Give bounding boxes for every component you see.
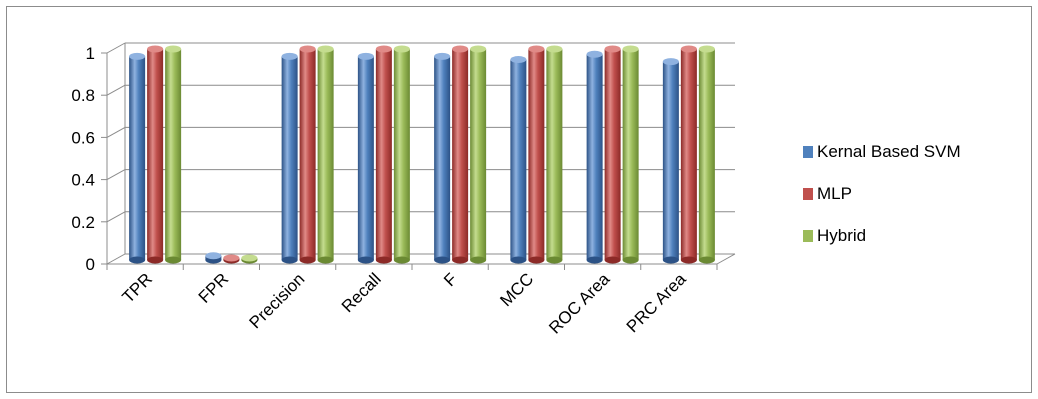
bar-top bbox=[223, 254, 240, 262]
bar bbox=[434, 56, 451, 261]
bar bbox=[393, 49, 410, 260]
bar-top bbox=[147, 45, 164, 53]
bar-top bbox=[165, 45, 182, 53]
bar-base bbox=[375, 256, 392, 264]
bar-top bbox=[357, 52, 374, 60]
bar bbox=[165, 49, 182, 260]
legend-label: MLP bbox=[817, 184, 852, 203]
x-category-label: TPR bbox=[118, 269, 155, 306]
bar-base bbox=[680, 256, 697, 264]
x-category-label: PRC Area bbox=[623, 269, 690, 336]
bar-base bbox=[393, 256, 410, 264]
x-category-label: ROC Area bbox=[545, 269, 614, 338]
floor-edge bbox=[716, 253, 736, 265]
bar-base bbox=[698, 256, 715, 264]
bar-top bbox=[393, 45, 410, 53]
gridline-depth bbox=[106, 169, 126, 181]
bar bbox=[375, 49, 392, 260]
bar-top bbox=[205, 252, 222, 260]
bar-top bbox=[510, 56, 527, 64]
bar bbox=[317, 49, 334, 260]
bar-top bbox=[604, 45, 621, 53]
bar bbox=[147, 49, 164, 260]
y-tick-label: 1 bbox=[86, 44, 95, 63]
bar-top bbox=[662, 58, 679, 66]
bar-top bbox=[281, 52, 298, 60]
bar-base bbox=[586, 256, 603, 264]
gridline-depth bbox=[106, 42, 126, 54]
bar bbox=[510, 59, 527, 260]
bar-base bbox=[528, 256, 545, 264]
legend-swatch bbox=[803, 146, 813, 158]
gridline-depth bbox=[106, 253, 126, 265]
gridline-depth bbox=[106, 211, 126, 223]
bar-base bbox=[357, 256, 374, 264]
bar-top bbox=[680, 45, 697, 53]
bar-top bbox=[698, 45, 715, 53]
legend-label: Kernal Based SVM bbox=[817, 142, 961, 161]
bar bbox=[546, 49, 563, 260]
bar-base bbox=[317, 256, 334, 264]
bar-base bbox=[546, 256, 563, 264]
x-category-label: Recall bbox=[338, 269, 385, 316]
bar-base bbox=[604, 256, 621, 264]
bar-base bbox=[299, 256, 316, 264]
bar-top bbox=[622, 45, 639, 53]
bar-base bbox=[281, 256, 298, 264]
chart-frame: 0 0.2 0.4 0.6 0.8 1 TPR FPR Precision Recall F MCC R… bbox=[6, 6, 1032, 393]
bar-base bbox=[147, 256, 164, 264]
y-tick-label: 0.6 bbox=[71, 128, 95, 147]
bar-base bbox=[510, 256, 527, 264]
bar-base bbox=[129, 256, 146, 264]
bar-base bbox=[165, 256, 182, 264]
bar-base bbox=[662, 256, 679, 264]
bar bbox=[281, 56, 298, 261]
y-tick-label: 0.8 bbox=[71, 86, 95, 105]
x-category-label: FPR bbox=[195, 269, 232, 306]
bar bbox=[299, 49, 316, 260]
bar bbox=[470, 49, 487, 260]
y-tick-label: 0.2 bbox=[71, 213, 95, 232]
bar-top bbox=[299, 45, 316, 53]
bar bbox=[129, 56, 146, 261]
bar-base bbox=[470, 256, 487, 264]
bar-top bbox=[434, 52, 451, 60]
bar-top bbox=[528, 45, 545, 53]
legend-label: Hybrid bbox=[817, 226, 866, 245]
bar-top bbox=[317, 45, 334, 53]
x-category-label: Precision bbox=[246, 269, 309, 332]
bar-top bbox=[452, 45, 469, 53]
bar-top bbox=[470, 45, 487, 53]
bar bbox=[662, 61, 679, 260]
y-tick-label: 0.4 bbox=[71, 171, 95, 190]
bar-base bbox=[434, 256, 451, 264]
gridline-depth bbox=[106, 84, 126, 96]
bar bbox=[698, 49, 715, 260]
legend-swatch bbox=[803, 230, 813, 242]
bar-chart: 0 0.2 0.4 0.6 0.8 1 TPR FPR Precision Recall F MCC R… bbox=[71, 42, 961, 338]
bar-top bbox=[241, 254, 258, 262]
bar-top bbox=[586, 50, 603, 58]
bar bbox=[357, 56, 374, 261]
bar bbox=[680, 49, 697, 260]
bar-base bbox=[452, 256, 469, 264]
bar bbox=[528, 49, 545, 260]
x-category-label: F bbox=[440, 269, 461, 290]
bar bbox=[604, 49, 621, 260]
gridline-depth bbox=[106, 126, 126, 138]
bar-top bbox=[129, 52, 146, 60]
legend-swatch bbox=[803, 188, 813, 200]
bar bbox=[452, 49, 469, 260]
bar bbox=[622, 49, 639, 260]
bar bbox=[586, 54, 603, 261]
y-tick-label: 0 bbox=[86, 255, 95, 274]
bar-base bbox=[622, 256, 639, 264]
bar-top bbox=[546, 45, 563, 53]
bar-top bbox=[375, 45, 392, 53]
x-category-label: MCC bbox=[496, 269, 537, 310]
